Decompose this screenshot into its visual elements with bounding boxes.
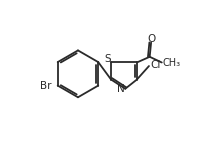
Text: Cl: Cl xyxy=(150,60,161,70)
Text: S: S xyxy=(105,54,111,64)
Text: O: O xyxy=(147,34,155,44)
Text: CH₃: CH₃ xyxy=(163,58,181,68)
Text: Br: Br xyxy=(41,81,52,91)
Text: N: N xyxy=(117,84,125,94)
